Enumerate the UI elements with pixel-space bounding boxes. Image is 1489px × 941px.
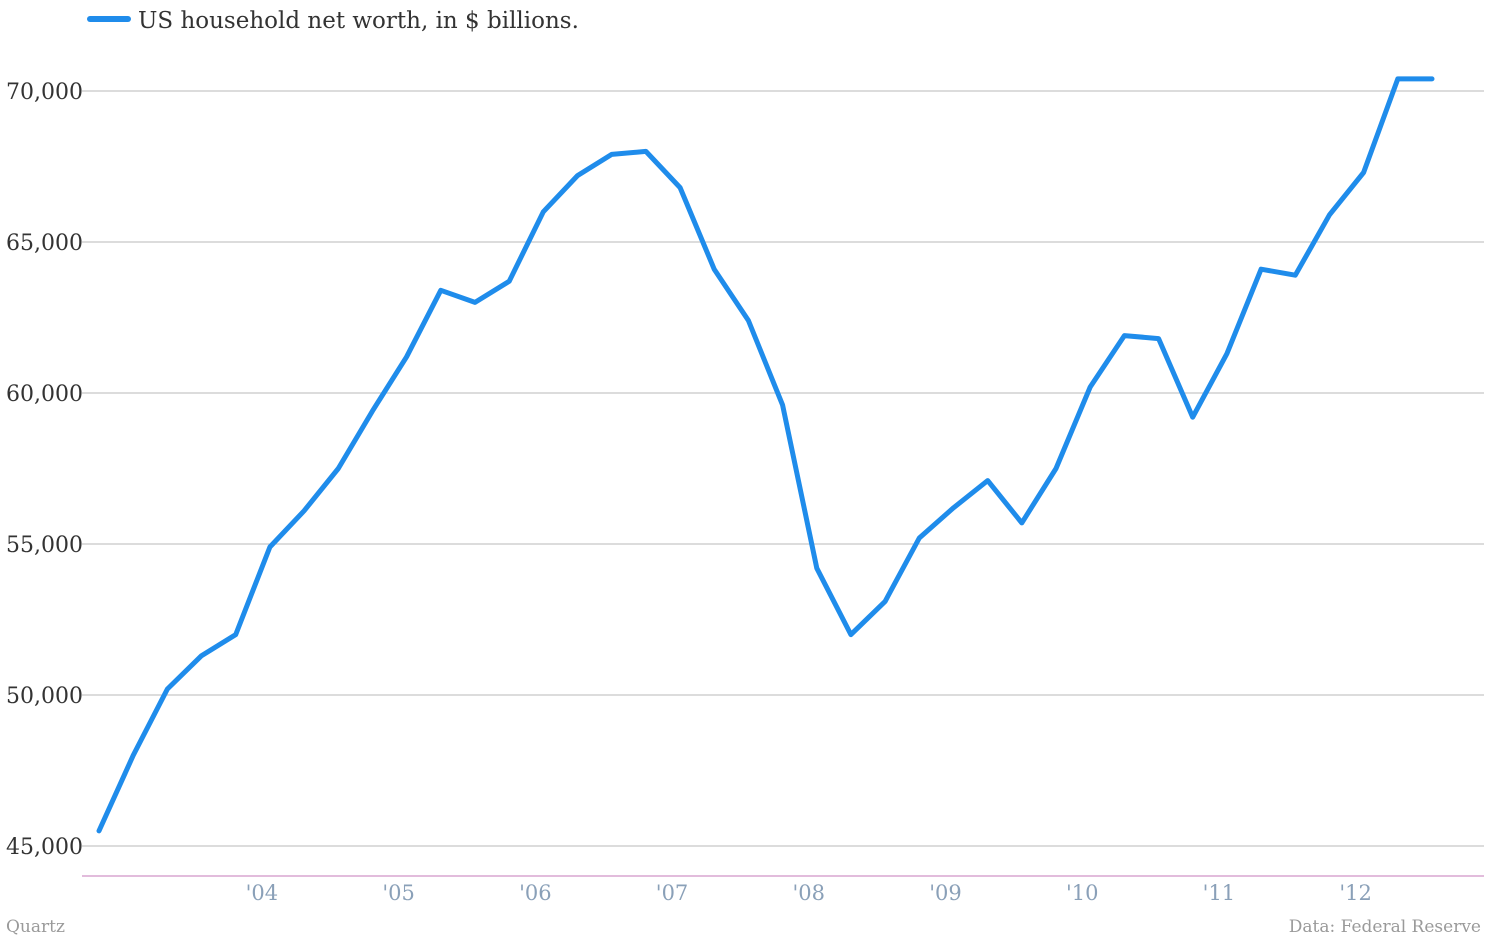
y-tick-label: 65,000 [6,231,83,256]
x-tick-label: '08 [793,881,826,905]
x-tick-label: '10 [1066,881,1099,905]
x-axis-ticks: '04 '05 '06 '07 '08 '09 '10 '11 '12 [246,881,1372,905]
y-tick-label: 55,000 [6,533,83,558]
series-line [96,76,1435,834]
footer-source-left: Quartz [6,917,65,937]
y-tick-label: 70,000 [6,80,83,105]
x-tick-label: '09 [929,881,962,905]
x-tick-label: '05 [382,881,415,905]
footer-source-right: Data: Federal Reserve [1289,917,1481,937]
legend: US household net worth, in $ billions. [87,8,579,34]
x-tick-label: '07 [656,881,689,905]
y-axis-ticks: 45,000 50,000 55,000 60,000 65,000 70,000 [6,80,83,860]
y-tick-label: 50,000 [6,684,83,709]
series-layer [96,76,1435,834]
gridlines [82,90,1484,847]
x-tick-label: '12 [1339,881,1372,905]
legend-label: US household net worth, in $ billions. [138,8,579,34]
y-tick-label: 60,000 [6,382,83,407]
x-tick-label: '11 [1203,881,1236,905]
x-tick-label: '04 [246,881,279,905]
x-tick-label: '06 [519,881,552,905]
y-tick-label: 45,000 [6,835,83,860]
